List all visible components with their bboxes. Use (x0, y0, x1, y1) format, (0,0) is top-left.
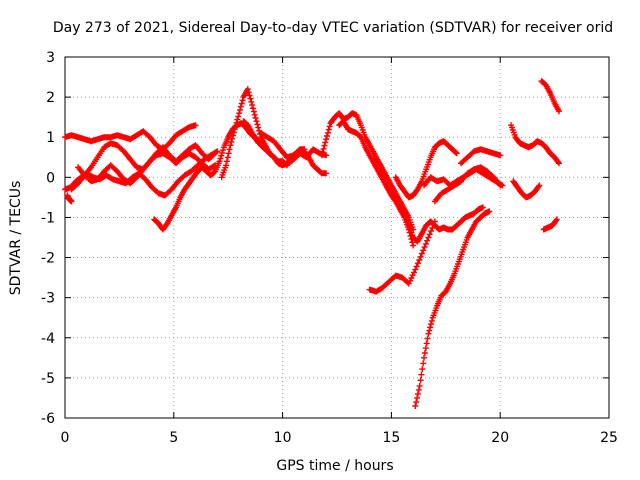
data-point-markers (510, 178, 543, 201)
x-tick-label: 15 (382, 430, 400, 446)
x-tick-label: 25 (600, 430, 618, 446)
series-track-13 (366, 218, 438, 295)
y-axis-label: SDTVAR / TECUs (8, 181, 24, 296)
series-track-11 (336, 118, 417, 249)
y-tick-label: -3 (41, 291, 55, 307)
x-tick-label: 5 (169, 430, 178, 446)
y-tick-label: -5 (41, 371, 55, 387)
series-track-4 (62, 148, 221, 199)
data-point-markers (257, 130, 330, 161)
series-track-22 (540, 216, 560, 233)
data-point-markers (412, 208, 493, 409)
series-track-1 (62, 122, 199, 153)
series-track-18 (458, 146, 504, 167)
x-tick-label: 10 (274, 430, 292, 446)
series-track-14 (412, 208, 493, 409)
data-point-markers (540, 216, 560, 233)
series-track-21 (538, 78, 562, 115)
x-axis-label: GPS time / hours (276, 458, 393, 474)
y-tick-label: 0 (46, 170, 55, 186)
y-tick-labels: 3 2 1 0 -1 -2 -3 -4 -5 -6 (41, 50, 55, 427)
data-point-markers (366, 218, 438, 295)
y-tick-label: -1 (41, 210, 55, 226)
data-point-markers (318, 110, 417, 233)
x-tick-labels: 0 5 10 15 20 25 (61, 430, 618, 446)
data-point-markers (392, 138, 460, 201)
series-track-15 (392, 138, 460, 201)
series-track-5 (64, 192, 75, 205)
data-point-markers (62, 148, 221, 199)
series-track-8 (240, 118, 330, 177)
data-point-markers (62, 122, 199, 153)
plot-frame (64, 56, 610, 419)
data-point-markers (458, 146, 504, 167)
y-tick-label: -2 (41, 251, 55, 267)
series-track-10 (318, 110, 417, 233)
data-point-markers (371, 154, 486, 245)
y-tick-label: 2 (46, 90, 55, 106)
axis-ticks (64, 56, 610, 419)
y-tick-label: 3 (46, 50, 55, 66)
y-tick-label: 1 (46, 130, 55, 146)
data-point-markers (240, 118, 330, 177)
x-tick-label: 0 (61, 430, 70, 446)
x-tick-label: 20 (491, 430, 509, 446)
data-point-markers (508, 122, 562, 167)
series-track-19 (508, 122, 562, 167)
data-point-markers (538, 78, 562, 115)
series-track-17 (431, 164, 504, 205)
data-point-markers (64, 192, 75, 205)
series-track-9 (257, 130, 330, 161)
series-track-12 (371, 154, 486, 245)
data-marks (62, 78, 562, 409)
data-point-markers (431, 164, 504, 205)
grid (65, 57, 609, 418)
chart-title: Day 273 of 2021, Sidereal Day-to-day VTE… (53, 20, 613, 36)
series-track-20 (510, 178, 543, 201)
y-tick-label: -4 (41, 331, 55, 347)
y-tick-label: -6 (41, 411, 55, 427)
data-point-markers (336, 118, 417, 249)
